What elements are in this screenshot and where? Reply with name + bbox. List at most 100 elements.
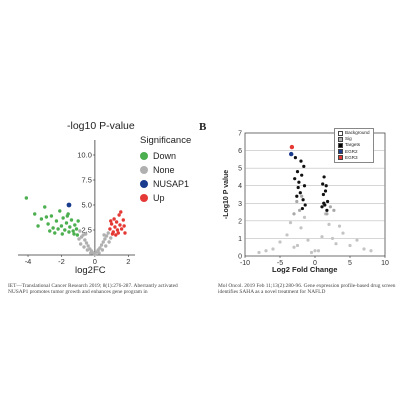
right-point-background-17: [288, 221, 293, 225]
right-point-background-24: [330, 236, 335, 241]
right-point-sig-2: [300, 194, 304, 198]
right-point-targets-4: [300, 173, 304, 177]
right-panel-letter: B: [199, 121, 207, 133]
right-legend-label-sig: Sig: [345, 136, 352, 142]
right-legend-label-background: Background: [345, 130, 370, 135]
left-point-none-24: [104, 244, 108, 248]
left-point-down-3: [43, 205, 47, 209]
left-point-none-18: [78, 242, 83, 246]
right-legend-item-egr2: EGR2: [338, 149, 370, 155]
right-point-background-21: [257, 250, 261, 255]
right-point-background-9: [334, 242, 338, 246]
left-point-up-3: [112, 217, 116, 221]
right-point-background-11: [348, 243, 352, 248]
left-point-none-29: [102, 233, 106, 237]
right-point-background-1: [278, 240, 282, 244]
left-point-down-29: [65, 214, 70, 218]
right-point-background-18: [337, 224, 342, 228]
legend-dot-down: [140, 152, 148, 160]
left-x-axis-label: log2FC: [75, 265, 106, 276]
left-x-tick-label-1: -2: [58, 257, 65, 265]
left-point-down-14: [68, 225, 72, 229]
right-point-targets-16: [323, 189, 328, 193]
right-point-targets-22: [293, 177, 297, 181]
right-point-background-6: [313, 249, 317, 253]
legend-item-nusap1: NUSAP1: [140, 177, 191, 191]
left-point-down-2: [39, 217, 44, 221]
left-point-none-19: [82, 245, 86, 249]
right-point-sig-4: [325, 212, 329, 216]
right-point-targets-2: [297, 180, 301, 184]
left-point-none-26: [77, 237, 81, 241]
right-legend-item-sig: Sig: [338, 136, 370, 142]
left-point-down-10: [61, 216, 65, 220]
left-point-down-27: [75, 233, 80, 237]
right-point-targets-21: [325, 208, 329, 212]
right-point-background-3: [292, 245, 296, 249]
left-x-tick-label-3: 2: [126, 257, 130, 265]
legend-label-up: Up: [153, 193, 165, 203]
left-y-tick-label-3: 10.0: [77, 151, 92, 160]
right-citation-caption: Mol Oncol. 2019 Feb 11;13(2):280-96. Gen…: [218, 283, 396, 296]
left-point-up-13: [114, 233, 118, 237]
right-volcano-plot: 0 1 2 3 4 5 6 7 -10 -5 0 5 10 -Log10 P value: [223, 131, 389, 268]
legend-dot-up: [140, 194, 148, 202]
left-point-none-28: [83, 232, 88, 236]
left-point-down-26: [48, 229, 52, 233]
left-point-up-1: [109, 222, 114, 226]
left-point-none-12: [98, 246, 102, 250]
legend-swatch-sig: [338, 136, 343, 142]
left-point-none-22: [97, 251, 101, 255]
right-point-background-0: [271, 247, 275, 251]
left-point-up-15: [119, 210, 123, 214]
right-point-targets-8: [296, 185, 300, 190]
left-point-down-8: [58, 209, 62, 213]
left-y-tick-label-1: 5.0: [81, 201, 91, 210]
left-point-up-7: [117, 213, 121, 217]
right-legend-item-egr3: EGR3: [338, 155, 370, 161]
right-y-tick-label-5: 5: [238, 166, 242, 173]
right-point-targets-6: [302, 164, 306, 168]
left-chart-title: -log10 P-value: [67, 120, 135, 132]
left-point-down-20: [53, 231, 57, 235]
right-point-targets-13: [321, 192, 325, 197]
left-point-up-12: [110, 232, 115, 236]
left-point-down-21: [56, 227, 60, 231]
legend-dot-nusap1: [140, 180, 148, 188]
legend-dot-none: [140, 166, 148, 174]
right-x-tick-label-3: 5: [348, 260, 352, 267]
left-point-down-4: [46, 222, 50, 226]
right-point-sig-7: [332, 208, 336, 212]
left-point-none-3: [83, 238, 87, 242]
right-y-tick-label-6: 6: [238, 148, 242, 155]
left-y-tick-label-0: 2.5: [81, 226, 91, 235]
right-point-targets-10: [300, 206, 304, 211]
right-point-background-14: [362, 247, 366, 251]
left-point-up-8: [118, 223, 122, 227]
right-point-background-4: [299, 226, 303, 230]
left-citation-caption: IET—Translational Cancer Research 2019; …: [8, 283, 178, 296]
left-point-up-0: [108, 227, 112, 231]
right-point-targets-3: [298, 191, 302, 195]
right-point-background-12: [355, 238, 359, 242]
right-point-background-23: [295, 243, 300, 248]
right-legend-label-targets: Targets: [345, 142, 361, 148]
right-point-background-10: [341, 231, 345, 235]
left-point-down-18: [74, 227, 79, 231]
left-point-down-1: [33, 212, 37, 216]
left-point-down-15: [69, 218, 74, 222]
right-legend: Background Sig Targets EGR2 EGR3: [334, 128, 374, 164]
right-x-tick-label-0: -10: [240, 260, 250, 267]
left-point-down-25: [36, 224, 40, 228]
right-y-axis-label: -Log10 P value: [223, 170, 230, 219]
left-point-up-14: [116, 231, 120, 235]
right-point-background-8: [327, 222, 331, 226]
left-y-tick-label-2: 7.5: [81, 176, 91, 185]
right-x-axis-label: Log2 Fold Change: [272, 265, 338, 274]
right-y-tick-label-0: 0: [238, 254, 242, 261]
right-legend-item-background: Background: [338, 130, 370, 136]
left-point-none-0: [78, 229, 82, 233]
right-point-background-2: [285, 233, 289, 237]
right-point-sig-6: [292, 212, 296, 216]
right-point-egr2-0: [289, 151, 294, 157]
